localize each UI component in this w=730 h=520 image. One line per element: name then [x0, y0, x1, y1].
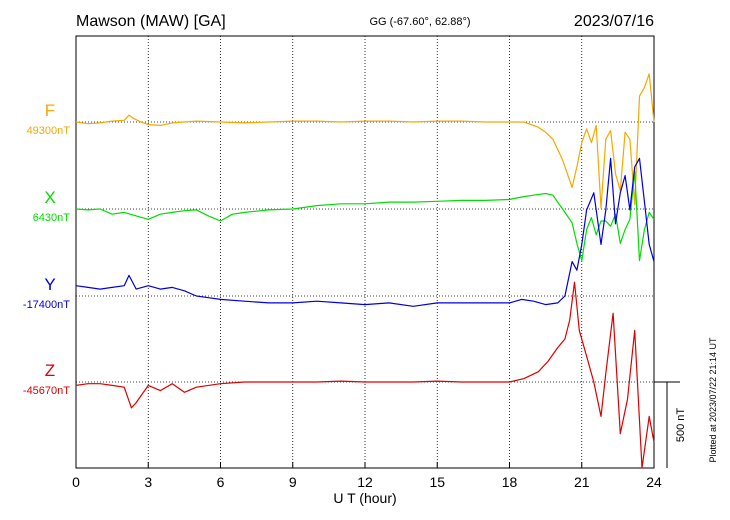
- x-tick-label-3: 3: [144, 474, 152, 490]
- plotted-timestamp: Plotted at 2023/07/22 21:14 UT: [708, 337, 718, 463]
- series-name-z: Z: [45, 361, 55, 380]
- grid-lines: [147, 36, 583, 468]
- series-baseline-label-z: -45670nT: [23, 385, 70, 397]
- x-tick-label-24: 24: [646, 474, 662, 490]
- x-tick-label-21: 21: [574, 474, 590, 490]
- x-tick-label-12: 12: [357, 474, 373, 490]
- scale-bar-label: 500 nT: [675, 408, 687, 443]
- series-lines: [75, 73, 655, 469]
- station-title: Mawson (MAW) [GA]: [76, 13, 226, 30]
- date-label: 2023/07/16: [574, 13, 654, 30]
- x-ticks: 0 3 6 9 12 15 18 21 24: [72, 462, 662, 490]
- series-line-y: [75, 157, 655, 307]
- x-tick-label-0: 0: [72, 474, 80, 490]
- series-baseline-label-x: 6430nT: [33, 212, 71, 224]
- series-name-x: X: [44, 188, 55, 207]
- series-line-f: [75, 73, 655, 209]
- x-tick-label-15: 15: [429, 474, 445, 490]
- x-tick-label-9: 9: [289, 474, 297, 490]
- series-baseline-label-y: -17400nT: [23, 299, 70, 311]
- coordinates-label: GG (-67.60°, 62.88°): [369, 16, 470, 28]
- x-axis-label: U T (hour): [333, 490, 396, 506]
- series-line-x: [75, 170, 655, 262]
- series-name-f: F: [45, 101, 55, 120]
- series-name-y: Y: [44, 275, 55, 294]
- x-tick-label-6: 6: [217, 474, 225, 490]
- series-baseline-label-f: 49300nT: [27, 125, 71, 137]
- x-tick-label-18: 18: [502, 474, 518, 490]
- series-line-z: [75, 281, 655, 469]
- series-labels: F 49300nT X 6430nT Y -17400nT Z -45670nT: [23, 101, 70, 397]
